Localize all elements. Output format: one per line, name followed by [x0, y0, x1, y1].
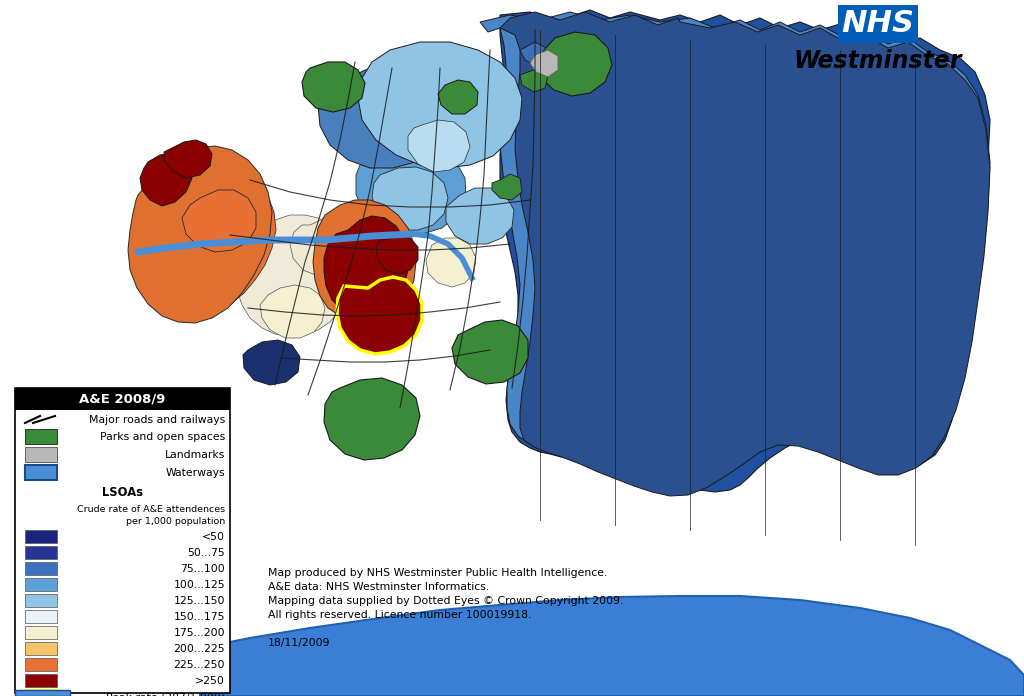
Polygon shape [452, 320, 528, 384]
Polygon shape [500, 10, 990, 492]
Polygon shape [302, 62, 365, 112]
Polygon shape [324, 378, 420, 460]
Text: 50...75: 50...75 [187, 548, 225, 558]
Text: 100...125: 100...125 [173, 580, 225, 590]
Polygon shape [492, 174, 522, 200]
Polygon shape [520, 68, 548, 92]
Text: 200...225: 200...225 [173, 644, 225, 654]
Polygon shape [243, 340, 300, 385]
Polygon shape [337, 277, 422, 354]
Polygon shape [438, 80, 478, 114]
Polygon shape [480, 12, 990, 494]
Text: NHS: NHS [842, 10, 914, 38]
Polygon shape [164, 140, 212, 178]
Bar [15, 388, 230, 410]
Polygon shape [500, 12, 990, 496]
Text: A&E data: NHS Westminster Informatics.: A&E data: NHS Westminster Informatics. [268, 582, 489, 592]
Polygon shape [426, 238, 476, 287]
Bar [25, 465, 57, 480]
Polygon shape [230, 215, 352, 336]
Bar [25, 642, 57, 655]
Polygon shape [358, 42, 522, 168]
Text: Map produced by NHS Westminster Public Health Intelligence.: Map produced by NHS Westminster Public H… [268, 568, 607, 578]
Polygon shape [372, 167, 449, 230]
Text: A&E 2008/9: A&E 2008/9 [79, 393, 166, 406]
Bar [25, 690, 57, 696]
Bar [25, 429, 57, 444]
Polygon shape [313, 200, 416, 320]
Bar [25, 578, 57, 591]
Text: 175...200: 175...200 [173, 628, 225, 638]
Bar [15, 690, 70, 696]
Polygon shape [408, 120, 470, 172]
Text: Crude rate of A&E attendences: Crude rate of A&E attendences [77, 505, 225, 514]
Text: Landmarks: Landmarks [165, 450, 225, 460]
Text: >250: >250 [196, 676, 225, 686]
Text: <50: <50 [202, 532, 225, 542]
Text: LSOAs: LSOAs [102, 487, 143, 500]
Text: Peak rate (387/1,000): Peak rate (387/1,000) [105, 692, 225, 696]
Text: All rights reserved. Licence number 100019918.: All rights reserved. Licence number 1000… [268, 610, 531, 620]
Polygon shape [260, 285, 325, 338]
Text: Waterways: Waterways [165, 468, 225, 478]
Text: 150...175: 150...175 [173, 612, 225, 622]
Polygon shape [520, 42, 580, 68]
Bar [25, 546, 57, 559]
Bar [25, 530, 57, 543]
Polygon shape [530, 50, 558, 77]
Bar [25, 447, 57, 462]
Polygon shape [538, 32, 612, 96]
Polygon shape [143, 162, 276, 313]
Polygon shape [128, 146, 272, 323]
Text: Mapping data supplied by Dotted Eyes © Crown Copyright 2009.: Mapping data supplied by Dotted Eyes © C… [268, 596, 624, 606]
Bar [15, 388, 230, 693]
Polygon shape [356, 145, 466, 234]
Polygon shape [200, 596, 1024, 696]
Text: 18/11/2009: 18/11/2009 [268, 638, 331, 648]
Polygon shape [140, 153, 193, 206]
Polygon shape [376, 235, 418, 274]
Bar [25, 610, 57, 623]
Bar [838, 5, 918, 43]
Polygon shape [446, 188, 514, 244]
Polygon shape [318, 65, 445, 168]
Text: 125...150: 125...150 [173, 596, 225, 606]
Bar [25, 562, 57, 575]
Text: Westminster: Westminster [794, 49, 963, 73]
Polygon shape [324, 216, 408, 316]
Polygon shape [290, 215, 368, 276]
Polygon shape [182, 190, 256, 252]
Text: 75...100: 75...100 [180, 564, 225, 574]
Bar [25, 626, 57, 639]
Text: per 1,000 population: per 1,000 population [126, 518, 225, 526]
Bar [25, 674, 57, 687]
Bar [25, 594, 57, 607]
Text: 225...250: 225...250 [173, 660, 225, 670]
Bar [25, 658, 57, 671]
Text: Parks and open spaces: Parks and open spaces [99, 432, 225, 442]
Text: Major roads and railways: Major roads and railways [89, 415, 225, 425]
